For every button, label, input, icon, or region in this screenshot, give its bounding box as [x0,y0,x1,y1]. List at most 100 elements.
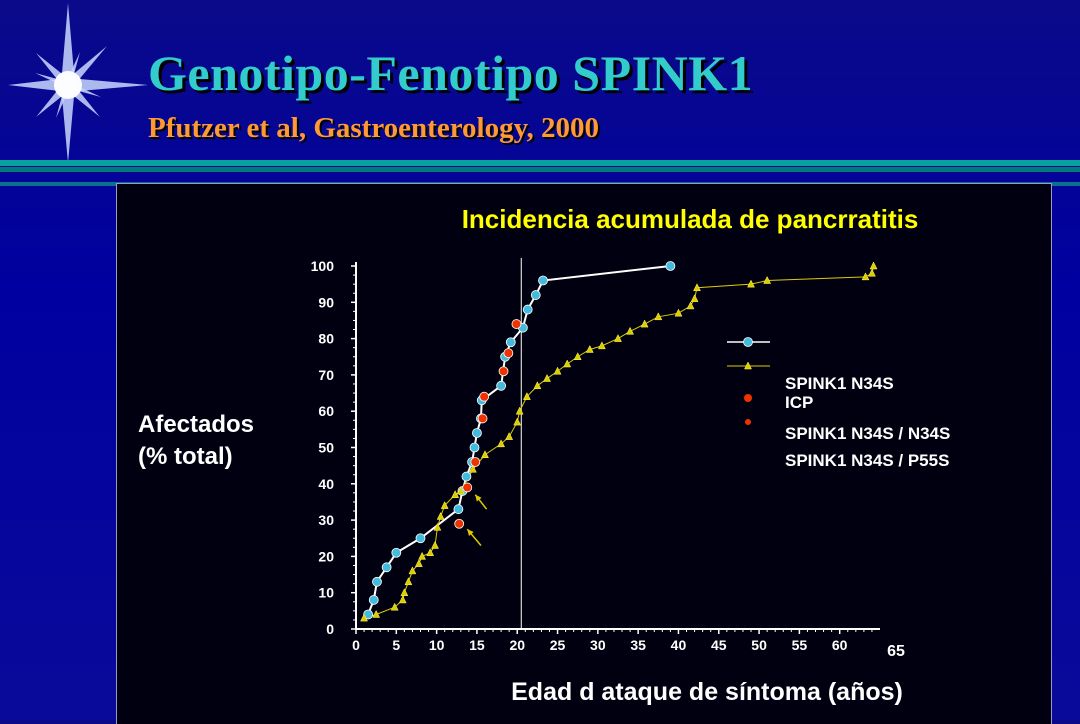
spink1-point [538,275,548,286]
x-tick-label: 45 [711,637,727,653]
icp-point [426,548,435,557]
icp-point [436,511,445,520]
icp-point [433,522,442,531]
icp-point [693,283,701,292]
spink1-point [461,471,472,482]
spink1-point [665,261,676,271]
legend-spink1-marker [743,337,753,347]
icp-point [674,308,683,317]
x-tick-label: 60 [832,637,848,653]
spink1-point [415,533,426,544]
icp-point [747,279,755,288]
icp-point [686,301,695,310]
arrow-head [475,494,482,502]
x-axis-label: Edad d ataque de síntoma (años) [511,678,903,706]
icp-point [481,450,489,459]
icp-point [763,275,772,284]
spink1-point [381,562,392,573]
icp-point [398,595,407,604]
icp-point [523,392,531,400]
icp-point [451,490,460,498]
x-tick-label: 5 [392,637,400,653]
icp-point [440,501,449,509]
icp-point [553,366,562,375]
x-tick-label: 10 [429,637,445,653]
y-tick-label: 10 [318,585,334,601]
header-stripe [0,167,1080,172]
legend-label: SPINK1 N34S / N34S [785,424,950,443]
chart-title: Incidencia acumulada de pancrratitis [462,204,919,234]
spink1-point [391,547,402,558]
star-ray [61,3,75,85]
homozygous-point [503,348,514,359]
x-tick-label: 20 [509,637,525,653]
spink1-point [372,576,382,587]
legend-label: SPINK1 N34S / P55S [785,451,949,470]
icp-point [390,602,399,611]
icp-point [597,341,606,350]
icp-point [418,551,427,560]
icp-point [563,359,572,368]
icp-point [497,439,506,448]
icp-point [408,566,417,575]
star-core [54,71,82,99]
x-tick-label: 25 [550,637,566,653]
icp-point [690,294,699,302]
homozygous-point [477,413,488,424]
x-extra-tick-label: 65 [887,643,905,660]
y-tick-label: 30 [318,512,334,528]
homozygous-point [479,391,490,402]
spink1-point [530,290,541,300]
icp-point [543,373,551,382]
icp-point [456,486,465,495]
homozygous-point [462,482,473,493]
icp-point [533,381,542,390]
legend-n34s-p55s-marker [745,419,751,425]
legend-label: ICP [785,393,813,412]
x-tick-label: 0 [352,637,360,653]
spink1-point [469,442,480,453]
slide-title: Genotipo-Fenotipo SPINK1 [148,45,754,101]
chart-panel [116,183,1052,724]
homozygous-point [470,457,481,467]
icp-point [468,464,477,473]
spink1-point [472,428,482,438]
y-tick-label: 0 [326,621,334,637]
icp-point [640,319,649,328]
icp-point [614,334,622,342]
spink1-point [505,337,516,348]
legend-n34s-n34s-marker [744,394,752,402]
spink1-point [496,380,507,391]
icp-point [360,613,368,622]
y-tick-label: 40 [318,476,334,492]
y-axis-label: Afectados [138,411,254,438]
icp-point [861,272,870,281]
x-tick-label: 55 [792,637,808,653]
y-axis-label: (% total) [138,443,233,470]
icp-point [505,432,514,440]
y-tick-label: 80 [318,331,334,347]
icp-point [372,609,381,618]
x-tick-label: 30 [590,637,606,653]
y-tick-label: 70 [318,367,334,383]
series-line [367,265,671,615]
icp-point [868,268,876,277]
spink1-point [453,504,464,515]
star-ray [8,78,68,92]
icp-point [515,406,524,415]
legend-label: SPINK1 N34S [785,374,894,393]
x-tick-label: 35 [630,637,646,653]
x-tick-label: 15 [469,637,485,653]
x-tick-label: 40 [671,637,687,653]
homozygous-point [511,319,522,329]
icp-point [585,344,594,353]
spink1-point [363,609,373,620]
y-tick-label: 50 [318,440,334,456]
y-tick-label: 90 [318,294,334,310]
header-stripe [0,160,1080,166]
icp-point [654,312,663,321]
homozygous-point [454,518,465,529]
icp-point [573,352,582,360]
icp-point [400,588,409,596]
